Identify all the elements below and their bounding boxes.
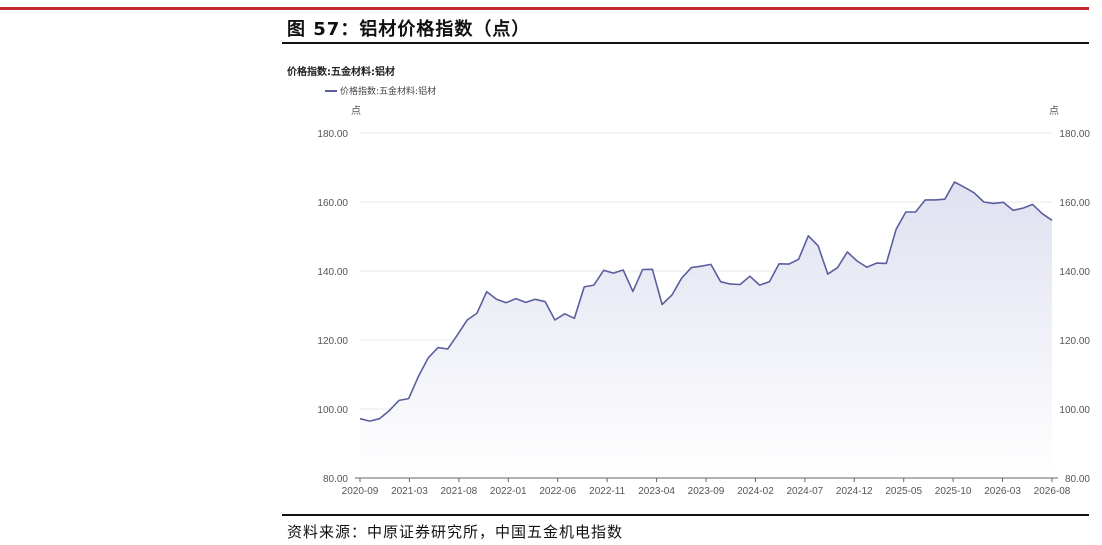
x-tick-label: 2026-03 (984, 486, 1021, 497)
y-tick-label-right: 160.00 (1059, 198, 1090, 209)
x-tick-label: 2024-02 (737, 486, 774, 497)
y-tick-label-left: 120.00 (317, 336, 348, 347)
x-tick-label: 2024-12 (836, 486, 873, 497)
bottom-rule (282, 514, 1089, 516)
series-line (359, 181, 1053, 422)
y-tick-label-left: 80.00 (323, 474, 348, 485)
y-tick-label-left: 160.00 (317, 198, 348, 209)
title-rule (282, 42, 1089, 44)
source-note: 资料来源：中原证券研究所，中国五金机电指数 (287, 523, 624, 541)
legend: 价格指数:五金材料:铝材 (325, 85, 436, 97)
y-axis-unit-right: 点 (1049, 105, 1059, 117)
x-tick-label: 2022-01 (490, 486, 527, 497)
x-tick-label: 2026-08 (1034, 486, 1071, 497)
y-tick-label-right: 180.00 (1059, 129, 1090, 140)
legend-label: 价格指数:五金材料:铝材 (340, 85, 436, 97)
series-area-fill (360, 182, 1052, 478)
x-tick-label: 2023-04 (638, 486, 675, 497)
y-tick-label-left: 100.00 (317, 405, 348, 416)
x-tick-label: 2022-06 (539, 486, 576, 497)
y-tick-label-right: 120.00 (1059, 336, 1090, 347)
x-tick-label: 2022-11 (589, 486, 625, 497)
x-tick-label: 2023-09 (688, 486, 725, 497)
chart-title: 价格指数:五金材料:铝材 (287, 67, 395, 78)
top-red-rule (0, 7, 1089, 10)
y-axis-unit-left: 点 (351, 105, 361, 117)
y-tick-label-right: 100.00 (1059, 405, 1090, 416)
figure-title: 图 57：铝材价格指数（点） (287, 19, 531, 40)
x-tick-label: 2021-03 (391, 486, 428, 497)
x-tick-label: 2021-08 (441, 486, 478, 497)
y-tick-label-right: 140.00 (1059, 267, 1090, 278)
x-tick-label: 2025-10 (935, 486, 972, 497)
y-tick-label-left: 180.00 (317, 129, 348, 140)
y-tick-label-left: 140.00 (317, 267, 348, 278)
x-tick-label: 2025-05 (885, 486, 922, 497)
y-tick-label-right: 80.00 (1065, 474, 1090, 485)
x-tick-label: 2024-07 (787, 486, 824, 497)
x-tick-label: 2020-09 (342, 486, 379, 497)
axes: 80.00 80.00 100.00 100.00 120.00 120.00 140.00… (317, 129, 1090, 497)
